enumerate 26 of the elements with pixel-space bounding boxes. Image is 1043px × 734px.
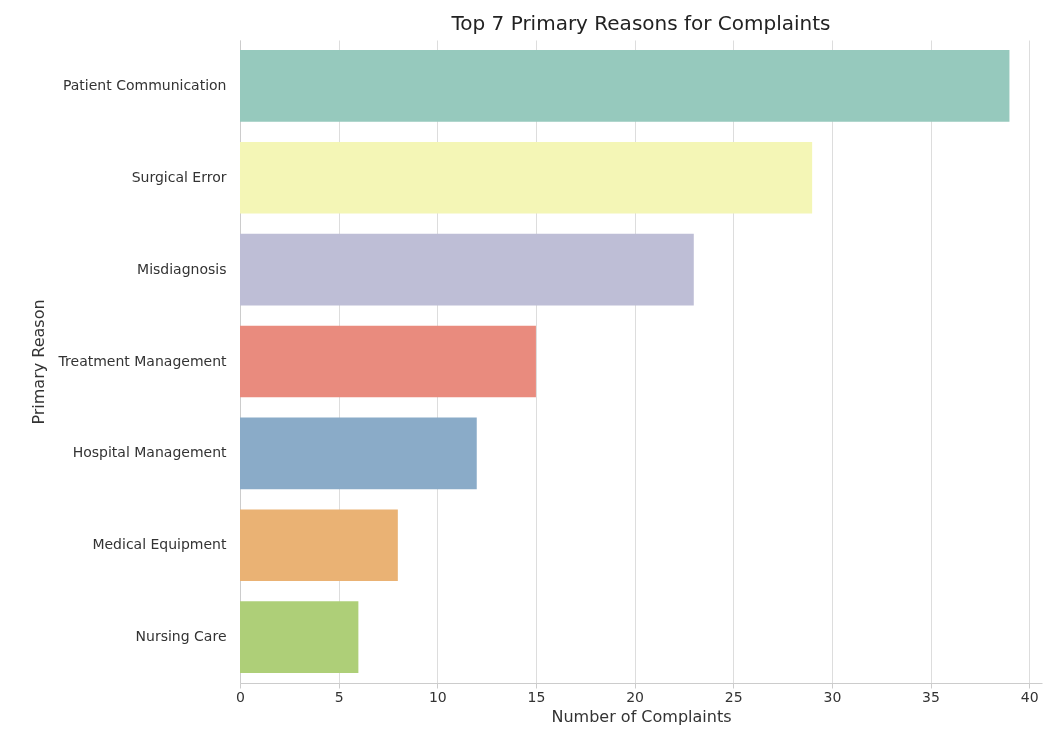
bar <box>240 417 477 490</box>
x-axis-title: Number of Complaints <box>551 706 732 726</box>
y-tick-label: Treatment Management <box>57 352 227 369</box>
y-tick-label: Surgical Error <box>131 168 227 185</box>
x-tick-label: 40 <box>1020 688 1039 705</box>
y-tick-label: Hospital Management <box>72 444 228 461</box>
bar <box>240 50 1010 122</box>
y-axis-title: Primary Reason <box>28 299 48 425</box>
x-tick-label: 35 <box>922 688 940 705</box>
x-tick-label: 10 <box>428 688 447 705</box>
x-tick-label: 25 <box>724 688 743 705</box>
y-tick-label: Misdiagnosis <box>137 260 227 277</box>
x-tick-label: 30 <box>823 688 842 705</box>
x-tick-label: 5 <box>334 688 344 705</box>
y-tick-label: Patient Communication <box>62 76 227 93</box>
chart-title: Top 7 Primary Reasons for Complaints <box>450 11 831 35</box>
bar <box>240 509 398 582</box>
bar <box>240 601 359 673</box>
x-tick-label: 20 <box>626 688 644 705</box>
x-tick-label: 15 <box>527 688 546 705</box>
bar <box>240 325 536 398</box>
bar <box>240 141 813 214</box>
bar <box>240 233 694 306</box>
x-tick-label: 0 <box>236 688 245 705</box>
y-tick-label: Nursing Care <box>135 628 227 645</box>
y-tick-label: Medical Equipment <box>92 536 227 553</box>
